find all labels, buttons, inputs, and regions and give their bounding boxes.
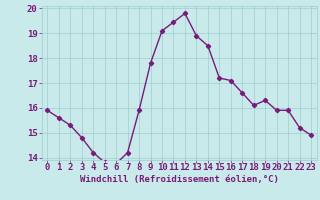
X-axis label: Windchill (Refroidissement éolien,°C): Windchill (Refroidissement éolien,°C) bbox=[80, 175, 279, 184]
